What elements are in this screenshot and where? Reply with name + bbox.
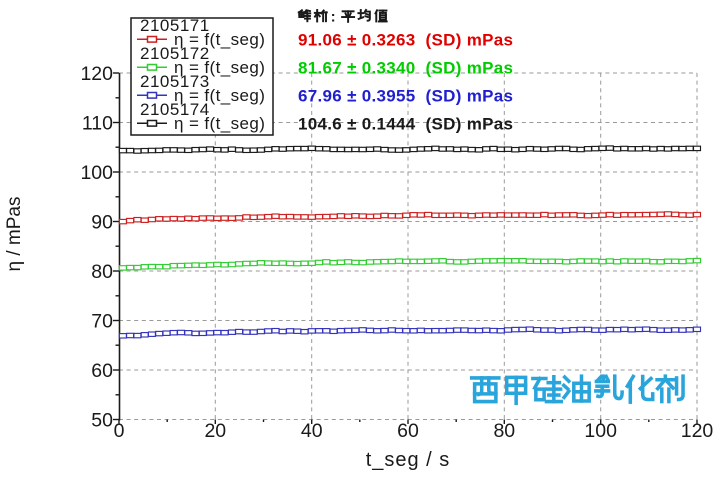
svg-text:t_seg / s: t_seg / s	[366, 449, 451, 471]
svg-text:70: 70	[91, 311, 113, 333]
svg-text:20: 20	[204, 420, 226, 442]
svg-text:40: 40	[301, 420, 323, 442]
svg-text:50: 50	[91, 410, 113, 432]
svg-text:2105172: 2105172	[140, 44, 210, 63]
svg-text:100: 100	[584, 420, 617, 442]
svg-text:90: 90	[91, 212, 113, 234]
svg-text:81.67 ± 0.3340 (SD) mPas: 81.67 ± 0.3340 (SD) mPas	[298, 59, 513, 78]
svg-text:η / mPas: η / mPas	[4, 197, 25, 272]
svg-text:120: 120	[681, 420, 714, 442]
svg-text:80: 80	[91, 261, 113, 283]
svg-text:67.96 ± 0.3955 (SD) mPas: 67.96 ± 0.3955 (SD) mPas	[298, 87, 513, 106]
svg-text:60: 60	[397, 420, 419, 442]
svg-text:110: 110	[82, 113, 113, 135]
svg-text:2105171: 2105171	[140, 16, 210, 35]
svg-text:120: 120	[80, 63, 113, 85]
svg-text:2105174: 2105174	[140, 100, 210, 119]
svg-text:η = f(t_seg): η = f(t_seg)	[174, 86, 265, 105]
svg-text:2105173: 2105173	[140, 72, 210, 91]
svg-text:104.6 ± 0.1444 (SD) mPas: 104.6 ± 0.1444 (SD) mPas	[298, 115, 513, 134]
svg-text:0: 0	[114, 420, 125, 442]
svg-text:η = f(t_seg): η = f(t_seg)	[174, 58, 265, 77]
svg-text:80: 80	[493, 420, 515, 442]
svg-text:η = f(t_seg): η = f(t_seg)	[174, 30, 265, 49]
svg-text:100: 100	[80, 162, 113, 184]
svg-text::: :	[331, 9, 336, 26]
svg-text:60: 60	[91, 360, 113, 382]
svg-text:91.06 ± 0.3263 (SD) mPas: 91.06 ± 0.3263 (SD) mPas	[298, 31, 513, 50]
svg-text:η = f(t_seg): η = f(t_seg)	[174, 114, 265, 133]
